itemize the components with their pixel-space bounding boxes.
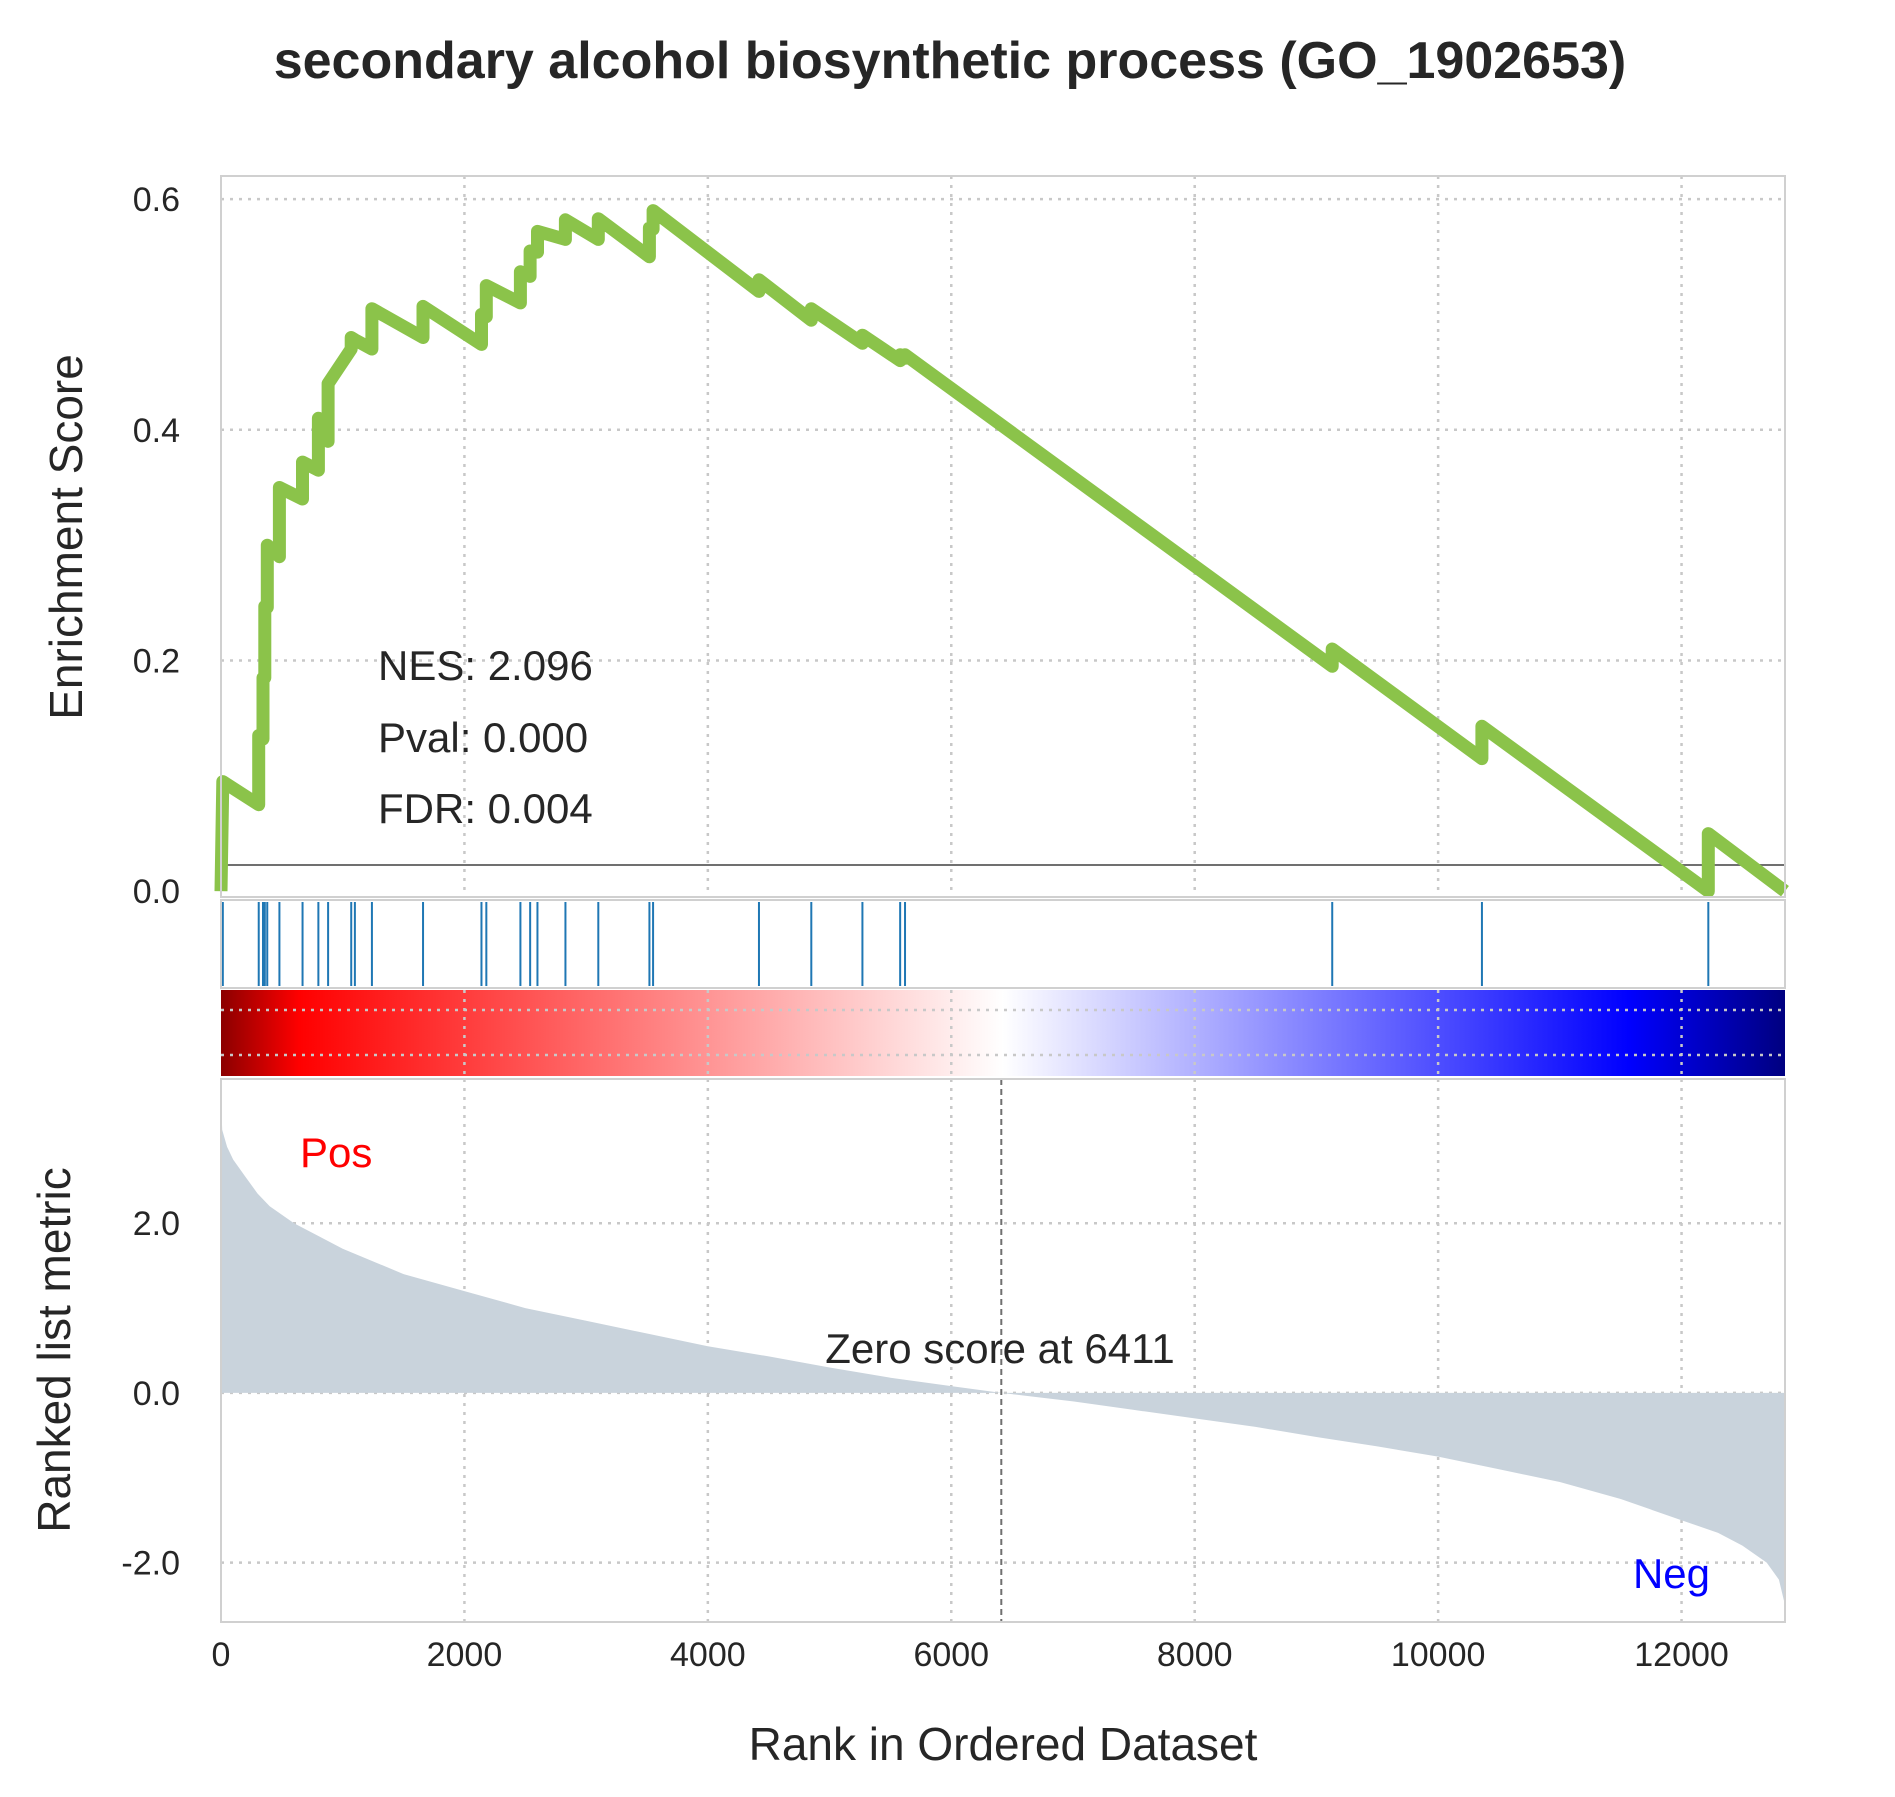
pos-label: Pos xyxy=(300,1129,372,1176)
es-ytick-label: 0.4 xyxy=(133,412,180,450)
x-axis-label: Rank in Ordered Dataset xyxy=(749,1718,1258,1770)
fdr-annotation: FDR: 0.004 xyxy=(378,785,593,832)
x-tick-label: 10000 xyxy=(1391,1636,1486,1674)
es-ylabel: Enrichment Score xyxy=(40,354,92,720)
x-tick-label: 12000 xyxy=(1634,1636,1729,1674)
ranked-metric-area xyxy=(221,1096,1785,1605)
metric-frame xyxy=(220,1078,1786,1623)
metric-ylabel: Ranked list metric xyxy=(28,1167,80,1533)
rank-colorbar xyxy=(221,990,1785,1076)
x-tick-label: 4000 xyxy=(670,1636,746,1674)
x-tick-label: 0 xyxy=(212,1636,231,1674)
nes-annotation: NES: 2.096 xyxy=(378,642,593,689)
hits-panel xyxy=(220,899,1786,989)
metric-panel: 2.0 0.0 -2.0 Ranked list metric Pos Neg Ze… xyxy=(28,1078,1786,1623)
x-tick-label: 6000 xyxy=(913,1636,989,1674)
zero-score-label: Zero score at 6411 xyxy=(825,1325,1174,1372)
metric-ytick-label: 0.0 xyxy=(133,1375,180,1413)
es-ytick-label: 0.2 xyxy=(133,643,180,681)
metric-ytick-label: -2.0 xyxy=(121,1545,180,1583)
es-ytick-label: 0.6 xyxy=(133,181,180,219)
metric-ytick-label: 2.0 xyxy=(133,1205,180,1243)
rank-gradient xyxy=(221,990,1785,1076)
enrichment-curve xyxy=(214,204,1789,898)
chart-title: secondary alcohol biosynthetic process (… xyxy=(274,32,1627,90)
neg-label: Neg xyxy=(1633,1550,1710,1597)
x-tick-label: 2000 xyxy=(427,1636,503,1674)
es-ytick-label: 0.0 xyxy=(133,873,180,911)
hits-frame xyxy=(220,899,1786,989)
pval-annotation: Pval: 0.000 xyxy=(378,714,588,761)
x-tick-label: 8000 xyxy=(1157,1636,1233,1674)
es-frame xyxy=(220,175,1786,898)
enrichment-panel: 0.0 0.2 0.4 0.6 Enrichment Score NES: 2.096… xyxy=(40,175,1789,911)
